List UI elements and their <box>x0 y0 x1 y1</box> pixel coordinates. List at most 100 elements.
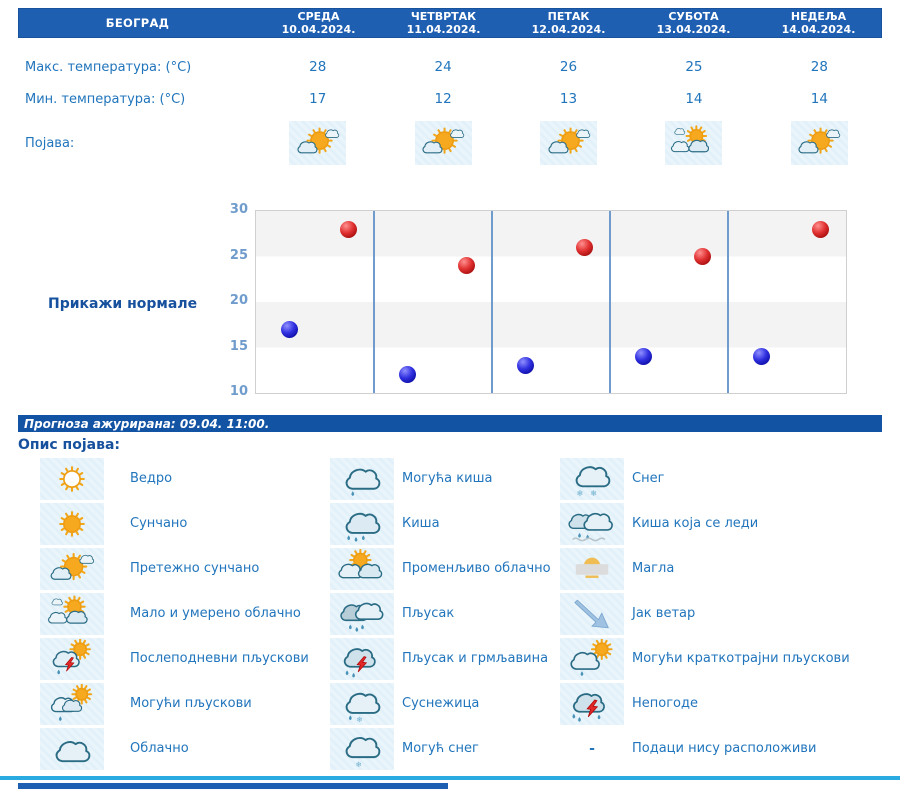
max-temp-value: 26 <box>559 59 578 75</box>
day-separator-line <box>727 211 729 393</box>
bottom-divider-line <box>0 776 900 780</box>
status-bar: Прогноза ажурирана: 09.04. 11:00. <box>18 415 882 432</box>
legend-label: Пљусак <box>402 606 455 621</box>
cloudy-icon <box>40 727 104 770</box>
legend-row: Пљусак и грмљавина <box>330 636 551 681</box>
legend-label: Ведро <box>130 471 173 486</box>
max-temp-value: 25 <box>685 59 703 75</box>
max-temp-dot <box>457 257 475 275</box>
phenomenon-cell <box>757 121 882 165</box>
legend-label: Могући пљускови <box>130 696 252 711</box>
legend-label: Променљиво облачно <box>402 561 551 576</box>
legend-label: Пљусак и грмљавина <box>402 651 549 666</box>
svg-text:❄: ❄ <box>356 714 362 723</box>
max-temp-dot <box>575 238 593 256</box>
mostly-sunny-icon <box>40 547 104 590</box>
legend-label: Мало и умерено облачно <box>130 606 301 621</box>
legend-label: Сунчано <box>130 516 188 531</box>
mostly-sunny-icon <box>790 121 848 165</box>
max-temp-dot <box>693 248 711 265</box>
phenomenon-row: Појава: <box>18 120 882 166</box>
variable-cloudy-icon <box>330 547 394 590</box>
legend-label: Киша <box>402 516 440 531</box>
legend-row: Пљусак <box>330 591 551 636</box>
day-date: 11.04.2024. <box>406 23 481 36</box>
legend-row: Променљиво облачно <box>330 546 551 591</box>
day-header: СРЕДА 10.04.2024. <box>256 9 381 37</box>
clear-icon <box>40 457 104 500</box>
phenomenon-label: Појава: <box>25 135 75 151</box>
legend-title: Опис појава: <box>18 437 120 453</box>
y-tick-label: 15 <box>229 338 248 354</box>
min-temp-dot <box>634 348 652 366</box>
phenomenon-cell <box>380 121 505 165</box>
legend-col-0: Ведро Сунчано Претежно сунчано Мало и умере… <box>40 456 309 771</box>
legend-row: Сунчано <box>40 501 309 546</box>
max-temp-label: Макс. температура: (°C) <box>25 59 192 75</box>
day-header: ЧЕТВРТАК 11.04.2024. <box>381 9 506 37</box>
phen-cells <box>255 121 882 165</box>
svg-text:❄: ❄ <box>356 759 362 768</box>
min-temp-value: 14 <box>810 91 828 107</box>
legend-label: Непогоде <box>632 696 698 711</box>
y-tick-label: 10 <box>229 384 248 399</box>
short-showers-icon <box>560 637 624 680</box>
phenomenon-cell <box>506 121 631 165</box>
legend-col-2: ❄ ❄ Снег Киша која се леди Магла Јак ветар Мог… <box>560 456 850 771</box>
min-temp-dot <box>280 320 298 338</box>
mostly-sunny-icon <box>540 121 598 165</box>
day-date: 10.04.2024. <box>281 23 356 36</box>
legend-col-1: Могућа киша Киша Променљиво облачно Пљусак П… <box>330 456 551 771</box>
max-temp-value: 28 <box>810 59 828 75</box>
legend-row: Ведро <box>40 456 309 501</box>
storms-icon <box>560 682 624 725</box>
city-name: БЕОГРАД <box>105 16 170 30</box>
max-temp-value: 24 <box>434 59 452 75</box>
show-normals-link[interactable]: Прикажи нормале <box>48 296 198 312</box>
legend-label: Подаци нису расположиви <box>632 741 817 756</box>
legend-label: Могућа киша <box>402 471 493 486</box>
no-data-dash: - <box>589 740 595 757</box>
partly-cloudy-icon <box>665 121 723 165</box>
day-date: 14.04.2024. <box>781 23 856 36</box>
forecast-header-bar: БЕОГРАД СРЕДА 10.04.2024. ЧЕТВРТАК 11.04.20… <box>18 8 882 38</box>
max-temp-value: 28 <box>309 59 327 75</box>
status-text: Прогноза ажурирана: 09.04. 11:00. <box>24 416 270 431</box>
legend-label: Могући краткотрајни пљускови <box>632 651 850 666</box>
max-temp-row: Макс. температура: (°C) 28 24 26 25 28 <box>18 56 882 78</box>
day-header: СУБОТА 13.04.2024. <box>631 9 756 37</box>
day-header: НЕДЕЉА 14.04.2024. <box>756 9 881 37</box>
legend-row: Киша која се леди <box>560 501 850 546</box>
y-tick-label: 30 <box>229 202 248 217</box>
legend-row: Мало и умерено облачно <box>40 591 309 636</box>
min-temp-dot <box>516 357 534 375</box>
legend-row: Могући краткотрајни пљускови <box>560 636 850 681</box>
day-header: ПЕТАК 12.04.2024. <box>506 9 631 37</box>
fog-icon <box>560 547 624 590</box>
legend-label: Претежно сунчано <box>130 561 260 576</box>
day-separator-line <box>491 211 493 393</box>
legend-label: Магла <box>632 561 675 576</box>
legend-label: Облачно <box>130 741 189 756</box>
legend-row: Могућа киша <box>330 456 551 501</box>
legend-label: Јак ветар <box>632 606 696 621</box>
day-name: СРЕДА <box>297 10 340 23</box>
day-name: СУБОТА <box>668 10 719 23</box>
shower-thunder-icon <box>330 637 394 680</box>
legend-row: Магла <box>560 546 850 591</box>
legend-label: Послеподневни пљускови <box>130 651 309 666</box>
mostly-sunny-icon <box>414 121 472 165</box>
snow-icon: ❄ ❄ <box>560 457 624 500</box>
rain-icon <box>330 502 394 545</box>
day-separator-line <box>373 211 375 393</box>
day-headers: СРЕДА 10.04.2024. ЧЕТВРТАК 11.04.2024. ПЕТАК… <box>256 9 881 37</box>
svg-text:❄: ❄ <box>577 488 584 498</box>
afternoon-showers-icon <box>40 637 104 680</box>
max-temp-dot <box>339 220 357 238</box>
chart-plot <box>255 210 847 394</box>
strong-wind-icon <box>560 592 624 635</box>
legend-row: ❄ Могућ снег <box>330 726 551 771</box>
min-temp-value: 17 <box>309 91 327 107</box>
freezing-rain-icon <box>560 502 624 545</box>
legend-row: Облачно <box>40 726 309 771</box>
